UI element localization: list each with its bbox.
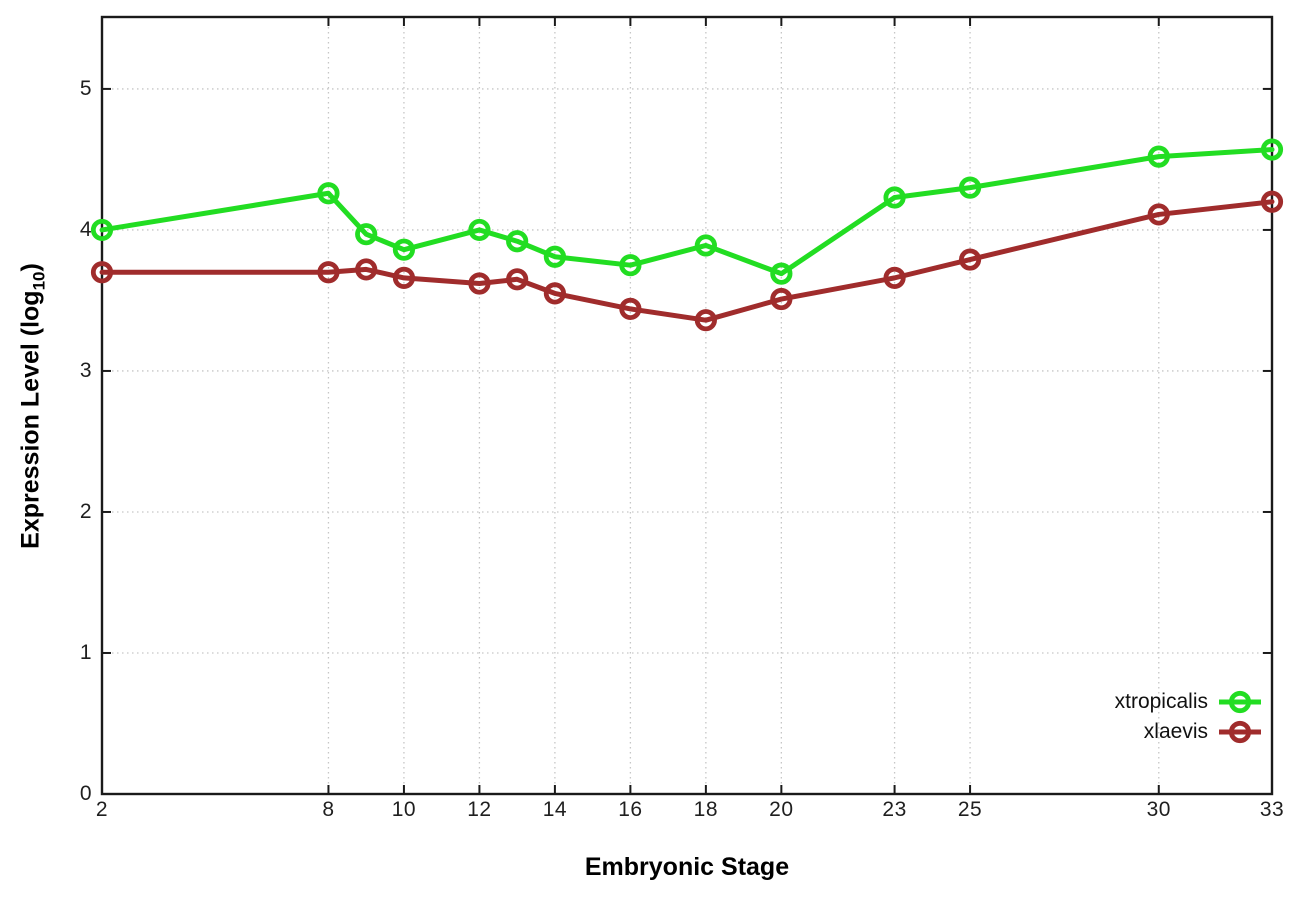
data-point-xlaevis-stage-13 [506,268,529,291]
data-point-xtropicalis-stage-25 [958,176,982,199]
data-point-xtropicalis-stage-8 [317,182,340,205]
y-axis-title-subscript: 10 [29,271,49,291]
plot-border [100,15,1274,796]
x-tick-label-23: 23 [882,798,907,821]
data-point-xlaevis-stage-2 [90,261,114,284]
data-point-xtropicalis-stage-14 [543,245,567,268]
legend-row-xlaevis: xlaevis [1115,717,1263,747]
series-line-xlaevis [99,199,1275,323]
x-tick-label-20: 20 [769,798,794,821]
x-tick-label-10: 10 [391,798,417,821]
data-point-xtropicalis-stage-13 [506,230,529,253]
x-tick-label-16: 16 [618,798,643,821]
y-tick-label-3: 3 [79,358,92,382]
y-tick-label-2: 2 [79,499,92,523]
x-tick-label-25: 25 [957,798,983,821]
x-tick-label-2: 2 [95,798,109,821]
legend-marker-xtropicalis [1219,690,1261,714]
data-point-xtropicalis-stage-9 [355,223,378,246]
y-axis-title: Expression Level (log10) [17,263,50,549]
data-point-xtropicalis-stage-33 [1260,138,1284,161]
data-point-xtropicalis-stage-2 [90,218,114,242]
data-point-xtropicalis-stage-10 [392,238,416,261]
data-point-xlaevis-stage-12 [468,272,491,295]
x-tick-label-12: 12 [467,798,492,821]
x-tick-label-33: 33 [1259,798,1285,821]
data-point-xlaevis-stage-20 [770,287,793,311]
legend-label-xtropicalis: xtropicalis [1114,690,1208,713]
legend-row-xtropicalis: xtropicalis [1115,687,1263,717]
data-point-xlaevis-stage-18 [694,309,717,332]
data-point-xlaevis-stage-16 [619,297,642,321]
x-tick-label-18: 18 [693,798,719,821]
data-point-xtropicalis-stage-16 [619,254,642,277]
data-point-xlaevis-stage-9 [355,258,378,281]
series-line-xtropicalis [99,147,1275,277]
x-tick-label-30: 30 [1146,798,1171,821]
legend: xtropicalis xlaevis [1115,687,1263,747]
data-point-xlaevis-stage-25 [958,248,982,271]
data-point-xlaevis-stage-33 [1260,190,1284,213]
x-tick-label-8: 8 [322,798,335,821]
x-axis-title: Embryonic Stage [584,853,790,881]
data-point-xtropicalis-stage-23 [883,186,906,209]
legend-marker-xlaevis [1219,720,1261,744]
data-point-xlaevis-stage-8 [317,261,340,284]
x-tick-label-14: 14 [542,798,568,821]
y-axis-title-text: Expression Level (log [16,290,45,549]
data-point-xtropicalis-stage-20 [770,262,793,285]
data-point-xtropicalis-stage-18 [694,234,717,257]
data-point-xlaevis-stage-10 [392,266,416,289]
data-point-xlaevis-stage-14 [543,282,567,305]
y-tick-label-1: 1 [79,640,92,664]
y-tick-label-0: 0 [79,782,92,805]
data-point-xlaevis-stage-30 [1147,203,1170,226]
y-axis-title-close: ) [16,263,45,272]
data-point-xlaevis-stage-23 [883,266,906,289]
data-point-xtropicalis-stage-30 [1147,145,1170,168]
legend-label-xlaevis: xlaevis [1143,720,1208,743]
y-tick-label-4: 4 [79,217,92,241]
y-tick-label-5: 5 [79,76,92,100]
data-point-xtropicalis-stage-12 [468,218,491,242]
